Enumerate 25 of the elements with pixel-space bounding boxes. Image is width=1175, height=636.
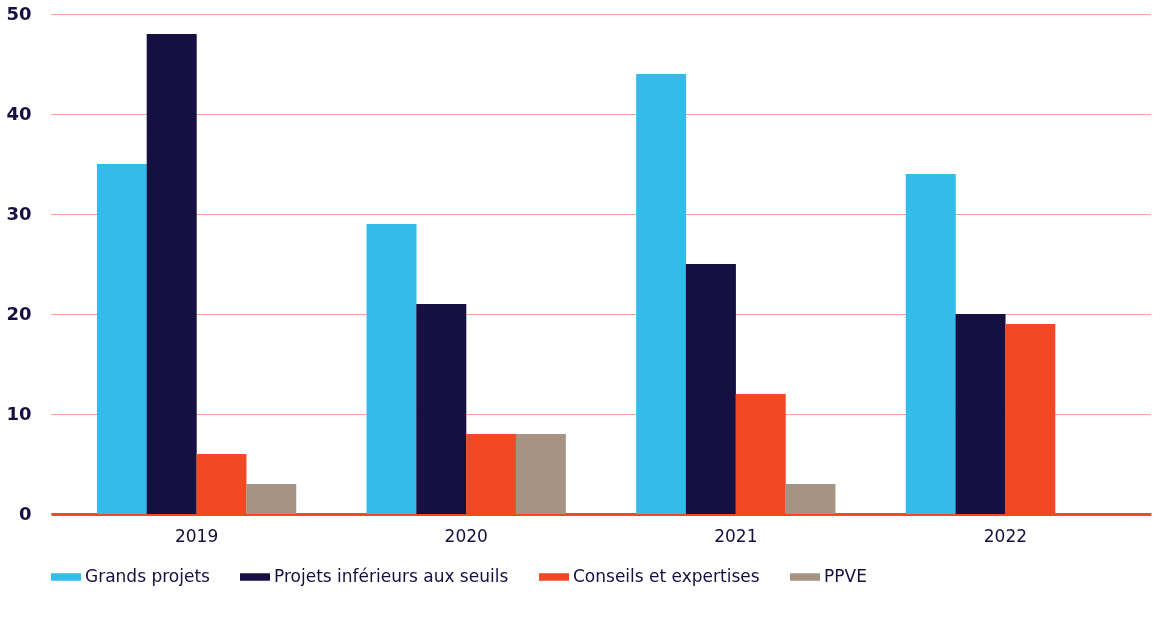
y-tick-label: 20 bbox=[6, 302, 32, 324]
y-tick-label: 40 bbox=[6, 102, 32, 124]
x-tick-label: 2022 bbox=[983, 525, 1028, 546]
y-tick-label: 10 bbox=[6, 402, 32, 424]
y-tick-label: 30 bbox=[6, 202, 32, 224]
bar bbox=[685, 264, 736, 514]
legend-label: PPVE bbox=[824, 566, 867, 586]
x-tick-label: 2019 bbox=[174, 525, 219, 546]
bar bbox=[366, 224, 417, 514]
bar bbox=[246, 484, 297, 514]
y-tick-label: 50 bbox=[6, 2, 32, 24]
legend-label: Projets inférieurs aux seuils bbox=[274, 566, 509, 586]
x-tick-label: 2020 bbox=[444, 525, 488, 546]
bar bbox=[905, 174, 956, 514]
bar bbox=[785, 484, 836, 514]
bar bbox=[955, 314, 1006, 514]
legend-label: Conseils et expertises bbox=[573, 566, 760, 586]
bar bbox=[636, 74, 687, 514]
x-tick-label: 2021 bbox=[714, 525, 758, 546]
bar bbox=[146, 34, 197, 514]
bar bbox=[515, 434, 566, 514]
legend-label: Grands projets bbox=[85, 566, 211, 586]
bar bbox=[96, 164, 147, 514]
y-tick-label: 0 bbox=[18, 502, 32, 524]
bar bbox=[416, 304, 467, 514]
